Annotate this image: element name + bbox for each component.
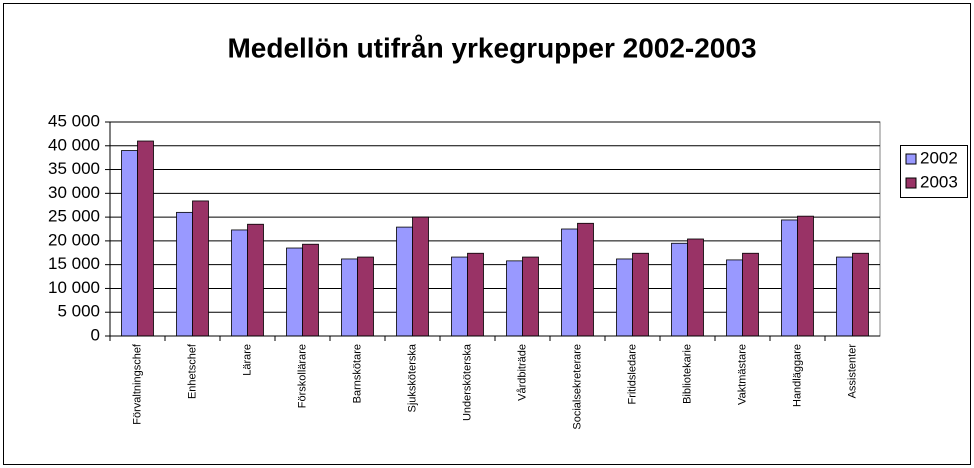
bar [522,256,539,337]
bar [396,226,413,337]
legend-swatch [905,177,917,189]
x-tick-label: Bibliotekarie [681,344,693,404]
bar [231,229,248,337]
bar [577,222,594,337]
bar [506,260,523,337]
x-tick-label: Vaktmästare [736,344,748,405]
x-tick-label: Undersköterska [461,343,473,421]
bar [412,216,429,337]
x-tick-label: Förvaltningschef [131,343,143,425]
x-tick-label: Vårdbiträde [516,344,528,401]
legend-swatch [905,153,917,165]
bar [357,256,374,337]
y-tick-label: 5 000 [57,302,100,321]
y-tick-label: 0 [91,325,100,344]
plot-area [109,121,881,337]
x-tick-label: Enhetschef [186,343,198,399]
y-tick-label: 10 000 [48,278,100,297]
bar [451,256,468,337]
legend-label: 2003 [920,172,958,191]
bar [671,242,688,337]
bar [632,252,649,337]
y-tick-label: 45 000 [48,111,100,130]
x-tick-label: Assistenter [846,344,858,399]
bar [286,247,303,337]
bar [137,140,154,337]
x-tick-label: Lärare [241,344,253,376]
x-tick-label: Barnskötare [351,344,363,403]
chart-title: Medellön utifrån yrkegrupper 2002-2003 [227,32,756,63]
y-tick-label: 25 000 [48,207,100,226]
bar [797,215,814,337]
bar [852,252,869,337]
legend-label: 2002 [920,148,958,167]
bar [341,258,358,337]
y-tick-label: 35 000 [48,159,100,178]
bar [176,211,193,337]
x-tick-label: Socialsekreterare [571,344,583,430]
bar [467,252,484,337]
bar [836,256,853,337]
y-tick-label: 15 000 [48,254,100,273]
bar [742,252,759,337]
x-tick-label: Fritidsledare [626,344,638,405]
bar [121,150,138,337]
bar [781,219,798,337]
bar [247,223,264,337]
x-tick-label: Sjuksköterska [406,343,418,412]
bar [726,259,743,337]
bar [302,243,319,337]
y-tick-label: 40 000 [48,135,100,154]
x-tick-label: Handläggare [791,344,803,407]
y-tick-label: 20 000 [48,230,100,249]
bar [192,200,209,337]
bar [687,238,704,337]
y-tick-label: 30 000 [48,183,100,202]
bar [616,258,633,337]
bar [561,228,578,337]
x-tick-label: Förskollärare [296,344,308,408]
